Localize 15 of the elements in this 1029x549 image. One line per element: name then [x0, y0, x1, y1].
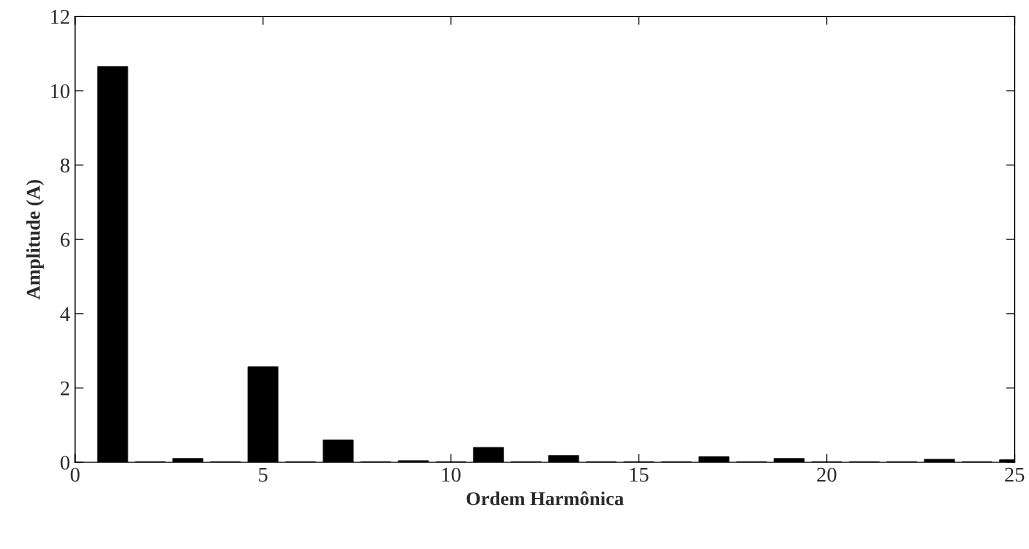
x-tick-label: 20: [817, 467, 837, 482]
y-tick-label: 12: [51, 9, 70, 24]
y-tick-label: 6: [60, 232, 70, 247]
y-tick-label: 10: [51, 84, 70, 99]
y-axis-title: Amplitude (A): [26, 179, 44, 300]
x-tick-label: 15: [630, 467, 649, 482]
x-tick-label: 5: [259, 467, 268, 482]
y-tick-label: 0: [60, 455, 70, 470]
x-tick-label: 25: [1005, 467, 1025, 482]
x-tick-label: 10: [442, 467, 461, 482]
x-tick-label: 0: [70, 467, 80, 482]
y-tick-label: 2: [60, 381, 70, 396]
x-axis-title: Ordem Harmônica: [466, 491, 624, 506]
y-tick-label: 8: [60, 158, 70, 173]
y-tick-label: 4: [60, 307, 70, 321]
